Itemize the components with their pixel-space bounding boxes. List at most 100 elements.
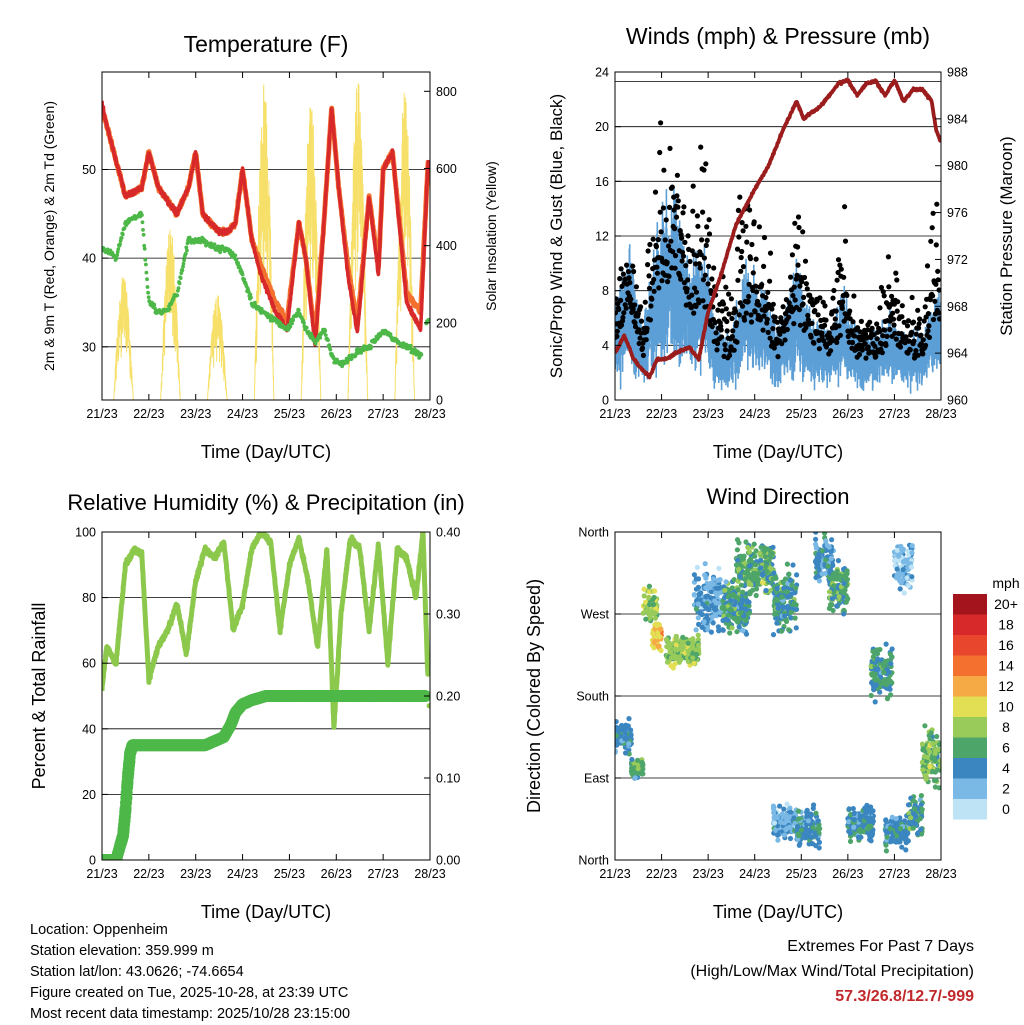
direction-point <box>870 808 876 814</box>
direction-point <box>883 842 889 848</box>
gust-point <box>642 299 648 305</box>
direction-point <box>763 587 769 594</box>
direction-point <box>910 810 916 816</box>
gust-point <box>937 316 941 322</box>
direction-point <box>695 615 701 621</box>
gust-point <box>756 302 762 308</box>
dewpoint-point <box>326 338 330 342</box>
direction-point <box>789 582 795 588</box>
gust-point <box>655 237 661 243</box>
direction-point <box>921 753 928 760</box>
direction-point <box>788 609 794 616</box>
direction-axes: 21/23 22/23 23/23 24/23 25/23 26/23 27/23 28/23… <box>576 526 956 882</box>
direction-point <box>747 563 753 569</box>
gust-point <box>817 295 823 301</box>
gust-point <box>700 298 706 304</box>
direction-point <box>816 845 822 851</box>
dewpoint-point <box>278 320 283 325</box>
dewpoint-point <box>408 343 413 348</box>
gust-point <box>842 204 848 210</box>
legend-title: mph <box>992 575 1019 591</box>
direction-point <box>763 563 769 569</box>
direction-point <box>772 611 778 617</box>
gust-point <box>753 256 759 262</box>
gust-point <box>615 328 620 334</box>
gust-point <box>672 265 678 271</box>
dewpoint-point <box>328 347 333 352</box>
direction-point <box>795 808 802 814</box>
humidity-gridlines <box>102 597 430 795</box>
temperature-panel: Temperature (F) 21/23 22/23 23/23 24/23 25/2… <box>41 31 499 462</box>
direction-point <box>778 819 784 825</box>
gust-point <box>735 207 742 213</box>
gust-point <box>719 308 725 314</box>
gust-point <box>728 296 735 302</box>
direction-point <box>788 615 794 621</box>
direction-point <box>856 828 862 834</box>
direction-point <box>851 817 858 823</box>
gust-point <box>792 297 798 303</box>
gust-point <box>913 331 919 337</box>
y-tick-label: 20 <box>82 788 96 802</box>
dewpoint-point <box>309 331 314 336</box>
direction-point <box>710 620 716 626</box>
precip-point <box>126 739 139 752</box>
gust-point <box>841 274 847 280</box>
x-tick-label: 26/23 <box>321 867 352 881</box>
y-tick-label: 16 <box>595 175 609 189</box>
gust-point <box>795 244 801 250</box>
gust-point <box>632 320 638 326</box>
temperature-ylabel-right: Solar Insolation (Yellow) <box>483 161 499 311</box>
direction-point <box>834 603 840 609</box>
gust-point <box>894 277 900 283</box>
direction-point <box>786 627 792 633</box>
direction-point <box>710 576 717 582</box>
direction-point <box>740 627 746 634</box>
direction-point <box>896 557 902 564</box>
legend-swatch <box>953 696 987 717</box>
gust-point <box>811 340 817 346</box>
direction-point <box>714 600 720 606</box>
gust-point <box>683 263 689 269</box>
dewpoint-point <box>119 236 124 240</box>
gust-point <box>883 342 889 348</box>
x-tick-label: 21/23 <box>599 867 630 881</box>
gust-point <box>635 310 641 317</box>
direction-point <box>752 553 758 559</box>
gust-point <box>880 289 886 295</box>
direction-point <box>762 554 769 560</box>
gust-point <box>780 304 786 310</box>
dewpoint-point <box>167 307 172 311</box>
dewpoint-point <box>115 250 120 254</box>
direction-point <box>758 557 764 564</box>
gust-point <box>932 298 938 304</box>
direction-point <box>869 817 876 823</box>
x-tick-label: 25/23 <box>274 867 305 881</box>
direction-point <box>715 624 722 630</box>
direction-point <box>912 806 918 812</box>
gust-point <box>935 277 941 283</box>
gust-point <box>681 204 687 210</box>
gust-point <box>738 254 744 261</box>
gust-point <box>803 281 810 287</box>
winds-title: Winds (mph) & Pressure (mb) <box>626 23 930 49</box>
x-tick-label: 21/23 <box>86 867 117 881</box>
direction-point <box>775 605 781 611</box>
dewpoint-point <box>323 333 328 337</box>
direction-point <box>702 561 708 567</box>
gust-point <box>626 275 632 281</box>
direction-point <box>635 765 641 772</box>
direction-point <box>917 816 923 822</box>
direction-point <box>816 839 823 846</box>
direction-point <box>772 813 778 819</box>
dewpoint-point <box>176 286 181 290</box>
direction-point <box>868 692 874 699</box>
gust-point <box>730 328 736 334</box>
dewpoint-point <box>212 242 217 247</box>
direction-point <box>894 575 900 581</box>
y-tick-label: North <box>578 854 609 868</box>
gust-point <box>918 341 925 347</box>
dewpoint-point <box>146 295 151 300</box>
y-tick-label-right: 964 <box>947 347 968 361</box>
gust-point <box>729 334 736 340</box>
